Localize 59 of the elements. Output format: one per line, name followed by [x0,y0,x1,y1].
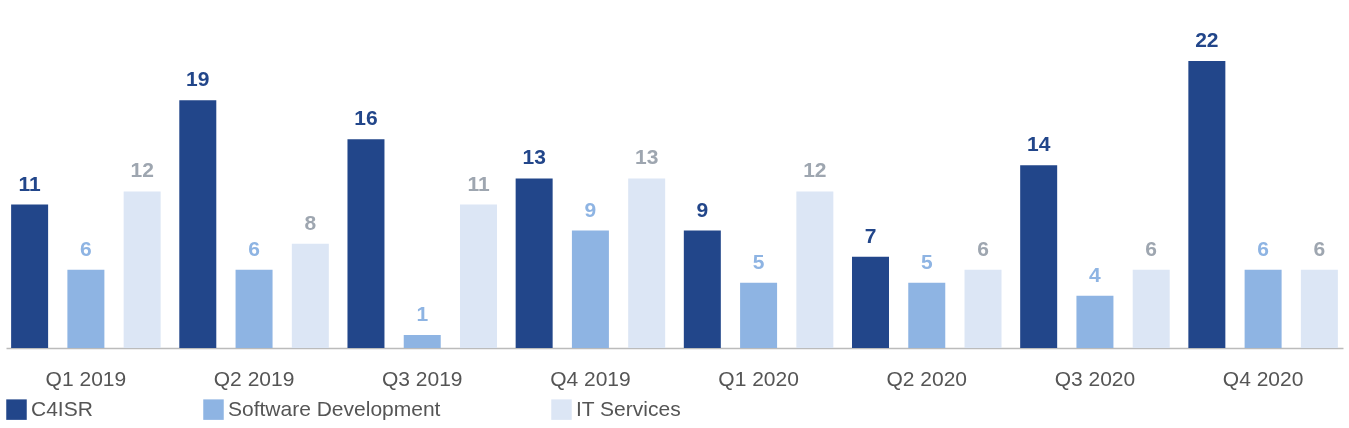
data-label: 6 [1145,236,1158,260]
bar [515,178,553,348]
data-label: 9 [696,197,709,221]
bar [235,269,273,348]
legend-label: IT Services [576,396,681,420]
x-tick-label: Q3 2020 [1054,366,1136,390]
bar [67,269,105,348]
bar [1188,61,1226,348]
bar [179,100,217,348]
bar [460,204,497,348]
bar [1300,269,1338,348]
data-label: 6 [977,236,989,260]
data-label: 19 [186,67,210,91]
data-label: 7 [864,223,877,247]
bar [11,204,49,348]
x-tick-label: Q4 2019 [550,366,631,390]
data-label: 12 [803,158,827,182]
data-label: 4 [1089,262,1102,286]
data-label: 14 [1027,132,1051,156]
x-tick-label: Q2 2020 [886,366,968,390]
bar [908,282,946,348]
bar [403,334,441,348]
x-tick-label: Q4 2020 [1222,366,1304,390]
data-label: 9 [584,197,597,221]
bar [123,191,161,348]
x-tick-label: Q1 2020 [718,366,799,390]
data-label: 11 [18,171,42,195]
data-label: 6 [1257,236,1269,260]
data-label: 6 [248,236,260,260]
legend-label: Software Development [228,396,441,420]
bar [571,230,609,348]
x-tick-label: Q2 2019 [213,366,295,390]
bar [628,178,666,348]
data-label: 6 [1313,236,1326,260]
bar [347,139,385,348]
bar [964,269,1002,348]
x-tick-label: Q1 2019 [45,366,127,390]
data-label: 13 [522,145,546,169]
bar [1244,269,1282,348]
data-label: 8 [304,210,317,234]
bar [683,230,721,348]
bar [1020,165,1058,348]
data-label: 22 [1195,28,1219,51]
data-label: 12 [130,158,154,182]
x-tick-label: Q3 2019 [381,366,463,390]
data-label: 11 [467,171,490,195]
bar [740,282,778,348]
bar [796,191,834,348]
data-label: 1 [416,301,429,325]
data-label: 5 [920,249,933,273]
data-label: 16 [354,106,378,130]
data-label: 5 [752,249,765,273]
data-label: 6 [80,236,92,260]
data-label: 13 [635,145,659,169]
bar [1132,269,1170,348]
bar [852,256,889,348]
bar [1076,295,1114,348]
bar [291,243,329,348]
legend-label: C4ISR [31,396,93,420]
